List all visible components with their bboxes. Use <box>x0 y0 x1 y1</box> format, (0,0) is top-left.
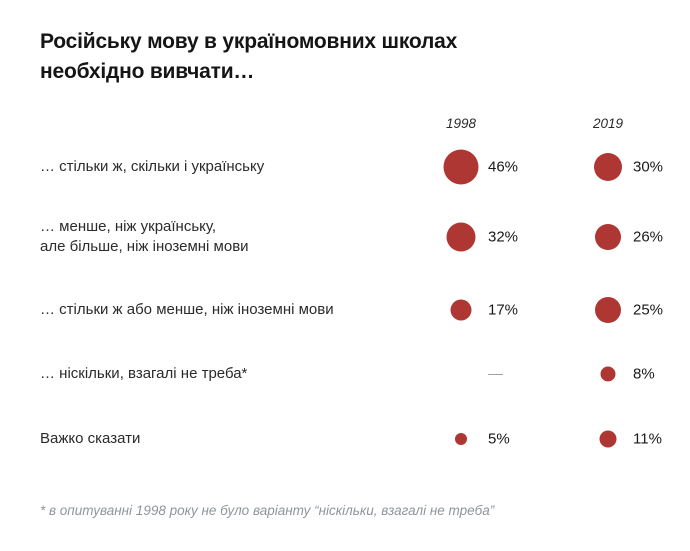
chart-title-line2: необхідно вивчати… <box>40 60 255 83</box>
bubble-1998 <box>450 299 472 321</box>
value-label-2019: 8% <box>633 365 655 383</box>
chart-title-line1: Російську мову в україномовних школах <box>40 30 458 53</box>
column-header-1998: 1998 <box>445 116 477 131</box>
value-label-2019: 11% <box>633 430 662 448</box>
bubble-1998 <box>446 222 476 252</box>
bubble-2019 <box>599 430 617 448</box>
bubble-2019 <box>595 297 621 323</box>
row-label: … менше, ніж українську, але більше, ніж… <box>40 218 249 255</box>
chart-title: Російську мову в україномовних школах нео… <box>40 27 457 87</box>
value-label-1998: 5% <box>488 430 510 448</box>
row-label: … ніскільки, взагалі не треба* <box>40 365 248 382</box>
footnote: * в опитуванні 1998 року не було варіант… <box>40 503 495 518</box>
value-label-2019: 26% <box>633 228 664 246</box>
value-label-2019: 30% <box>633 158 664 176</box>
bubble-1998 <box>443 149 479 185</box>
value-label-1998: 17% <box>488 301 519 319</box>
row-label: … стільки ж або менше, ніж іноземні мови <box>40 301 334 318</box>
row-label: … стільки ж, скільки і українську <box>40 158 265 175</box>
bubble-2019 <box>595 224 621 250</box>
value-label-1998: 32% <box>488 228 519 246</box>
row-label: Важко сказати <box>40 430 141 447</box>
bubble-2019 <box>594 153 622 181</box>
column-header-2019: 2019 <box>592 116 624 131</box>
value-label-1998: — <box>488 365 503 383</box>
value-label-2019: 25% <box>633 301 664 319</box>
bubble-1998 <box>455 433 467 445</box>
bubble-2019 <box>600 366 616 382</box>
value-label-1998: 46% <box>488 158 519 176</box>
